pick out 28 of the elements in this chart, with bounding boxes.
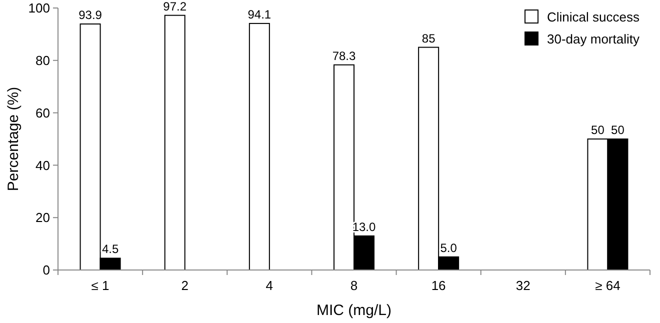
data-label: 94.1 bbox=[248, 7, 272, 22]
y-tick-label: 80 bbox=[36, 52, 50, 68]
y-tick-label: 60 bbox=[36, 105, 50, 120]
data-label: 50 bbox=[611, 123, 625, 137]
data-label: 78.3 bbox=[332, 48, 356, 63]
data-label: 97.2 bbox=[163, 0, 187, 14]
data-label: 5.0 bbox=[440, 240, 458, 255]
x-axis-title: MIC (mg/L) bbox=[316, 302, 392, 319]
data-label: 93.9 bbox=[78, 8, 102, 22]
x-tick-label: 16 bbox=[431, 278, 446, 293]
data-label: 50 bbox=[591, 123, 605, 137]
x-tick-label: ≤ 1 bbox=[91, 278, 110, 293]
bar bbox=[164, 14, 186, 270]
y-axis-title: Percentage (%) bbox=[5, 86, 22, 192]
bar bbox=[248, 22, 270, 270]
x-tick-label: ≥ 64 bbox=[595, 278, 620, 293]
x-tick-label: 2 bbox=[181, 278, 188, 293]
x-tick-label: 32 bbox=[516, 278, 530, 293]
y-tick-label: 0 bbox=[42, 262, 50, 278]
data-label: 85 bbox=[422, 31, 436, 46]
y-tick-label: 20 bbox=[36, 210, 50, 226]
x-tick-label: 4 bbox=[266, 278, 274, 293]
y-tick-label: 40 bbox=[36, 158, 50, 173]
legend-label: 30-day mortality bbox=[547, 32, 640, 47]
x-tick-label: 8 bbox=[350, 278, 358, 293]
y-tick-label: 100 bbox=[28, 0, 50, 16]
data-label: 4.5 bbox=[102, 242, 119, 256]
legend-label: Clinical success bbox=[547, 10, 640, 25]
